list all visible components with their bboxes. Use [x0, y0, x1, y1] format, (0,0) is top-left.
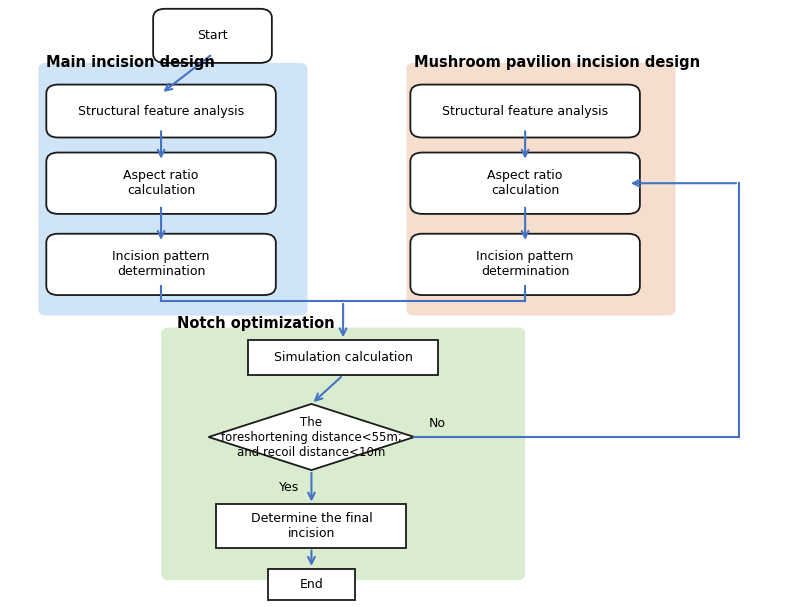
Text: Start: Start [197, 29, 228, 42]
FancyBboxPatch shape [38, 63, 308, 316]
FancyBboxPatch shape [161, 328, 525, 580]
FancyBboxPatch shape [410, 84, 640, 138]
FancyBboxPatch shape [46, 84, 276, 138]
Text: End: End [300, 578, 324, 591]
FancyBboxPatch shape [46, 234, 276, 295]
Text: Aspect ratio
calculation: Aspect ratio calculation [488, 169, 563, 197]
FancyBboxPatch shape [410, 152, 640, 214]
Text: Incision pattern
determination: Incision pattern determination [477, 251, 574, 279]
Text: Notch optimization: Notch optimization [177, 316, 335, 331]
Text: Structural feature analysis: Structural feature analysis [78, 104, 244, 118]
Text: Main incision design: Main incision design [46, 55, 215, 70]
Text: Incision pattern
determination: Incision pattern determination [112, 251, 210, 279]
Text: Simulation calculation: Simulation calculation [273, 351, 413, 364]
Text: Aspect ratio
calculation: Aspect ratio calculation [124, 169, 198, 197]
FancyBboxPatch shape [248, 340, 438, 375]
Text: Structural feature analysis: Structural feature analysis [442, 104, 608, 118]
Polygon shape [209, 404, 414, 470]
FancyBboxPatch shape [410, 234, 640, 295]
FancyBboxPatch shape [217, 504, 406, 548]
FancyBboxPatch shape [268, 569, 355, 600]
FancyBboxPatch shape [153, 8, 272, 63]
FancyBboxPatch shape [406, 63, 676, 316]
Text: Determine the final
incision: Determine the final incision [250, 512, 372, 540]
Text: The
foreshortening distance<55m;
and recoil distance<10m: The foreshortening distance<55m; and rec… [221, 416, 402, 458]
Text: Mushroom pavilion incision design: Mushroom pavilion incision design [414, 55, 701, 70]
Text: Yes: Yes [279, 481, 300, 494]
Text: No: No [429, 417, 446, 430]
FancyBboxPatch shape [46, 152, 276, 214]
